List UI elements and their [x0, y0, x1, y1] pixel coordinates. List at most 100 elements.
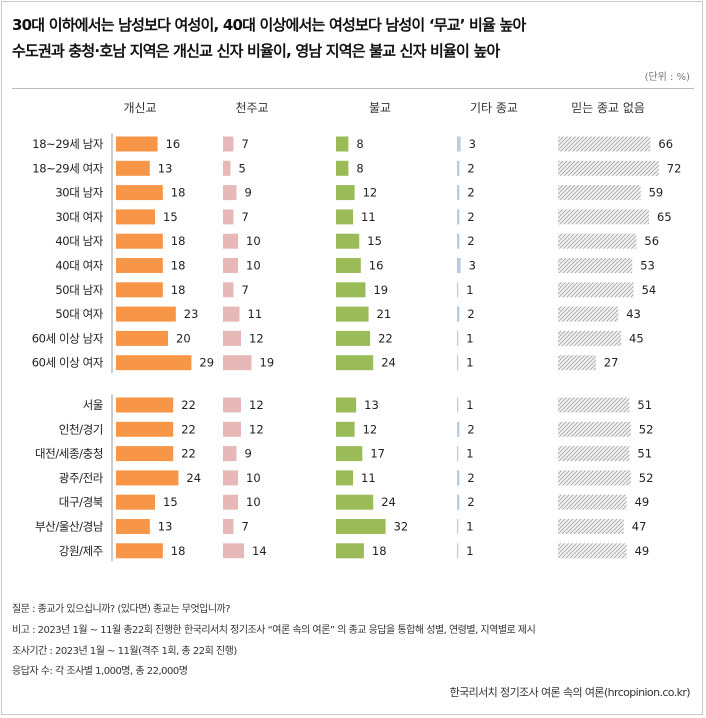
bar-믿는-종교-없음-부산-울산-경남: [558, 519, 624, 534]
value-label-개신교-부산-울산-경남: 13: [158, 520, 173, 534]
value-label-불교-서울: 13: [364, 398, 379, 412]
bar-기타-종교-대전-세종-충청: [457, 446, 459, 462]
bar-천주교-부산-울산-경남: [223, 519, 234, 534]
bar-믿는-종교-없음-50대-여자: [558, 306, 619, 322]
bar-불교-18-29세-여자: [336, 160, 349, 176]
bar-기타-종교-60세-이상-남자: [457, 330, 459, 346]
value-label-천주교-강원-제주: 14: [252, 544, 267, 558]
value-label-개신교-50대-남자: 18: [171, 283, 186, 297]
bar-기타-종교-인천-경기: [457, 421, 460, 437]
chart-plot: 개신교 천주교 불교 기타 종교 믿는 종교 없음 18~29세 남자 18~29세 여자 3…: [32, 100, 682, 562]
bar-개신교-40대-여자: [116, 258, 163, 273]
bar-믿는-종교-없음-40대-여자: [558, 258, 633, 273]
bar-불교-40대-여자: [336, 258, 361, 273]
bar-개신교-인천-경기: [116, 421, 174, 437]
bar-천주교-30대-여자: [223, 209, 234, 225]
bar-개신교-50대-남자: [116, 282, 163, 298]
bar-천주교-강원-제주: [223, 543, 244, 559]
bar-믿는-종교-없음-18-29세-남자: [558, 136, 651, 152]
value-label-믿는-종교-없음-대구-경북: 49: [635, 495, 650, 509]
value-label-천주교-40대-남자: 10: [246, 234, 261, 248]
bar-믿는-종교-없음-광주-전라: [558, 470, 631, 486]
value-label-기타-종교-40대-남자: 2: [467, 234, 474, 248]
value-label-불교-60세-이상-남자: 22: [378, 331, 393, 345]
value-label-기타-종교-60세-이상-여자: 1: [466, 356, 473, 370]
bar-불교-대전-세종-충청: [336, 446, 363, 462]
bar-천주교-40대-남자: [223, 233, 238, 249]
value-label-믿는-종교-없음-50대-남자: 54: [642, 283, 657, 297]
value-label-불교-광주-전라: 11: [361, 471, 376, 485]
bar-개신교-60세-이상-남자: [116, 330, 168, 346]
bar-개신교-50대-여자: [116, 306, 176, 322]
value-label-기타-종교-30대-남자: 2: [467, 186, 474, 200]
bar-불교-60세-이상-남자: [336, 330, 371, 346]
value-label-개신교-60세-이상-여자: 29: [199, 356, 214, 370]
value-label-천주교-18-29세-여자: 5: [239, 161, 246, 175]
category-label-강원-제주: 강원/제주: [59, 544, 103, 558]
bar-믿는-종교-없음-50대-남자: [558, 282, 634, 298]
value-label-개신교-60세-이상-남자: 20: [176, 331, 191, 345]
bar-개신교-대구-경북: [116, 494, 155, 510]
value-label-불교-60세-이상-여자: 24: [381, 356, 396, 370]
bar-불교-부산-울산-경남: [336, 519, 386, 534]
value-label-천주교-부산-울산-경남: 7: [242, 520, 249, 534]
bar-기타-종교-40대-남자: [457, 233, 460, 249]
series-header-개신교: 개신교: [123, 101, 156, 115]
bar-개신교-부산-울산-경남: [116, 519, 150, 534]
value-label-천주교-60세-이상-여자: 19: [260, 356, 275, 370]
value-label-개신교-30대-남자: 18: [171, 186, 186, 200]
bar-기타-종교-50대-남자: [457, 282, 459, 298]
value-label-기타-종교-18-29세-남자: 3: [469, 137, 476, 151]
value-label-기타-종교-대구-경북: 2: [467, 495, 474, 509]
bar-믿는-종교-없음-대전-세종-충청: [558, 446, 630, 462]
value-label-믿는-종교-없음-인천-경기: 52: [639, 422, 654, 436]
value-label-믿는-종교-없음-18-29세-여자: 72: [667, 161, 682, 175]
bar-천주교-18-29세-남자: [223, 136, 234, 152]
bar-천주교-서울: [223, 397, 241, 413]
value-label-기타-종교-40대-여자: 3: [469, 259, 476, 273]
value-label-천주교-60세-이상-남자: 12: [249, 331, 264, 345]
bar-천주교-50대-여자: [223, 306, 240, 322]
bar-기타-종교-대구-경북: [457, 494, 460, 510]
value-label-믿는-종교-없음-강원-제주: 49: [635, 544, 650, 558]
value-label-불교-부산-울산-경남: 32: [394, 520, 409, 534]
bar-천주교-대전-세종-충청: [223, 446, 237, 462]
bar-불교-인천-경기: [336, 421, 355, 437]
value-label-개신교-18-29세-여자: 13: [158, 161, 173, 175]
bar-믿는-종교-없음-서울: [558, 397, 630, 413]
value-label-천주교-50대-여자: 11: [248, 307, 263, 321]
bar-개신교-강원-제주: [116, 543, 163, 559]
bar-기타-종교-18-29세-여자: [457, 160, 460, 176]
value-label-불교-50대-남자: 19: [373, 283, 388, 297]
value-label-불교-인천-경기: 12: [363, 422, 378, 436]
value-label-개신교-강원-제주: 18: [171, 544, 186, 558]
value-label-불교-대전-세종-충청: 17: [370, 447, 385, 461]
value-label-불교-강원-제주: 18: [372, 544, 387, 558]
footnote-note: 비고 : 2023년 1월 ~ 11월 총22회 진행한 한국리서치 정기조사 …: [12, 625, 536, 636]
value-label-불교-40대-남자: 15: [367, 234, 382, 248]
value-label-개신교-인천-경기: 22: [181, 422, 196, 436]
bar-천주교-60세-이상-남자: [223, 330, 241, 346]
bar-믿는-종교-없음-60세-이상-남자: [558, 330, 621, 346]
bar-불교-40대-남자: [336, 233, 360, 249]
category-label-30대-남자: 30대 남자: [55, 186, 103, 200]
value-label-기타-종교-광주-전라: 2: [467, 471, 474, 485]
value-label-기타-종교-서울: 1: [466, 398, 473, 412]
value-label-불교-30대-남자: 12: [363, 186, 378, 200]
footnote-period: 조사기간 : 2023년 1월 ~ 11월(격주 1회, 총 22회 진행): [12, 646, 237, 657]
header-divider: [12, 88, 694, 89]
category-label-대전-세종-충청: 대전/세종/충청: [35, 447, 103, 461]
bar-믿는-종교-없음-인천-경기: [558, 421, 631, 437]
bar-개신교-서울: [116, 397, 174, 413]
value-label-천주교-대구-경북: 10: [246, 495, 261, 509]
value-label-천주교-대전-세종-충청: 9: [245, 447, 252, 461]
bar-불교-50대-남자: [336, 282, 366, 298]
chart-title-line-2: 수도권과 충청·호남 지역은 개신교 신자 비율이, 영남 지역은 불교 신자 …: [12, 42, 500, 60]
category-label-18-29세-남자: 18~29세 남자: [32, 137, 104, 151]
value-label-기타-종교-60세-이상-남자: 1: [466, 331, 473, 345]
category-label-대구-경북: 대구/경북: [59, 495, 103, 509]
value-label-믿는-종교-없음-30대-여자: 65: [657, 210, 672, 224]
series-header-불교: 불교: [369, 101, 391, 115]
category-label-인천-경기: 인천/경기: [59, 422, 103, 436]
value-label-천주교-18-29세-남자: 7: [242, 137, 249, 151]
